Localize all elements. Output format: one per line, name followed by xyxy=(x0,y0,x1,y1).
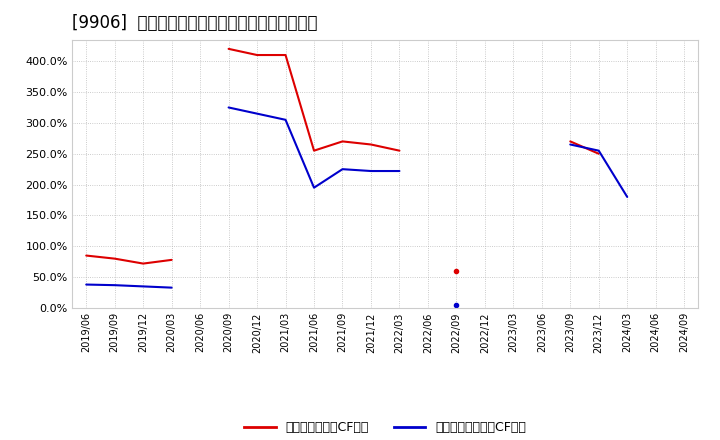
Legend: 有利子負債営業CF比率, 有利子負債フリーCF比率: 有利子負債営業CF比率, 有利子負債フリーCF比率 xyxy=(239,416,531,439)
Text: [9906]  有利子負債キャッシュフロー比率の推移: [9906] 有利子負債キャッシュフロー比率の推移 xyxy=(72,15,318,33)
